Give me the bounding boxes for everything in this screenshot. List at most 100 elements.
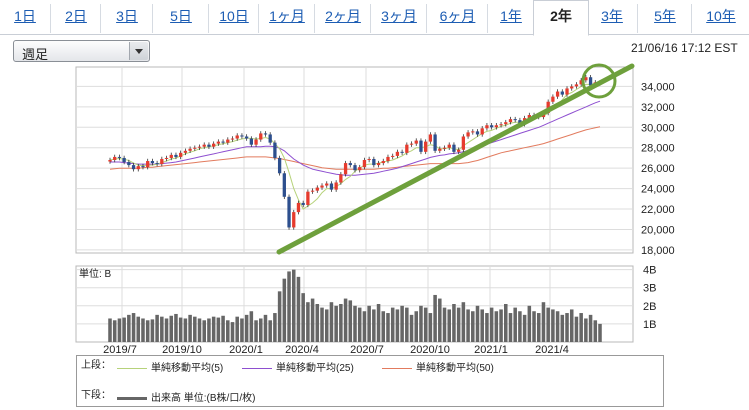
tab-2ヶ月[interactable]: 2ヶ月 (314, 4, 371, 33)
volume-bar (409, 314, 414, 342)
candle-body (259, 133, 263, 140)
volume-bar (372, 309, 376, 342)
volume-bar (268, 320, 272, 342)
candle-body (358, 167, 362, 171)
price-tick-label: 22,000 (641, 204, 675, 216)
volume-bar (475, 305, 480, 342)
price-tick-label: 18,000 (641, 245, 675, 257)
candle-body (367, 158, 371, 160)
tab-5年[interactable]: 5年 (637, 4, 692, 33)
interval-select[interactable]: 週足 (13, 40, 150, 62)
candle-body (292, 212, 296, 228)
candle-body (461, 136, 466, 150)
volume-bar (207, 318, 211, 342)
timestamp: 21/06/16 17:12 EST (631, 41, 738, 55)
candle-body (268, 134, 272, 143)
tab-1日[interactable]: 1日 (14, 8, 36, 24)
candle-body (179, 152, 183, 157)
legend-lower-label: 下段： (81, 390, 111, 401)
volume-bar (353, 305, 357, 342)
volume-bar (155, 314, 159, 342)
volume-bar (291, 269, 296, 342)
legend-ma25: 単純移動平均(25) (242, 359, 354, 374)
volume-bar (343, 298, 348, 342)
candle-body (131, 165, 136, 170)
volume-bar (296, 276, 301, 342)
volume-bar (235, 316, 239, 342)
candle-body (405, 144, 409, 153)
highlight-circle-annotation (581, 63, 617, 99)
tab-3年[interactable]: 3年 (601, 8, 623, 24)
volume-bar (584, 318, 588, 342)
candle-body (386, 156, 390, 162)
volume-bar (405, 307, 409, 342)
volume-bar (400, 305, 404, 342)
candle-body (381, 161, 385, 164)
price-panel (75, 66, 634, 254)
tab-10日[interactable]: 10日 (208, 4, 259, 33)
volume-bar (376, 304, 381, 342)
candle-body (555, 91, 560, 97)
tab-1年[interactable]: 1年 (487, 4, 534, 33)
volume-bar (518, 311, 522, 342)
volume-bar (565, 313, 569, 342)
volume-bar (419, 305, 423, 342)
candle-body (339, 174, 343, 183)
candle-body (287, 196, 291, 228)
price-tick-label: 26,000 (641, 163, 675, 175)
volume-bar (367, 305, 371, 342)
volume-bar (381, 311, 386, 342)
volume-bar (145, 320, 150, 342)
volume-tick-label: 2B (643, 301, 656, 313)
ma50-line-swatch (382, 367, 412, 369)
volume-bar (164, 318, 169, 342)
tab-3ヶ月[interactable]: 3ヶ月 (370, 4, 427, 33)
tab-1ヶ月[interactable]: 1ヶ月 (258, 4, 315, 33)
volume-bar (244, 314, 249, 342)
x-tick-label: 2021/4 (535, 344, 569, 356)
tab-10年[interactable]: 10年 (691, 4, 749, 33)
dropdown-arrow-icon[interactable] (129, 42, 148, 60)
volume-bar (536, 313, 541, 342)
candle-body (174, 154, 178, 157)
volume-bar (306, 302, 310, 342)
candle-body (391, 155, 395, 157)
candle-body (122, 157, 126, 163)
tab-2年[interactable]: 2年 (533, 0, 589, 36)
candle-body (395, 151, 400, 156)
x-tick-label: 2020/1 (229, 344, 263, 356)
trendline-annotation (276, 63, 635, 255)
volume-bar (310, 298, 315, 342)
candle-body (117, 156, 122, 158)
volume-bar (541, 302, 546, 342)
candle-body (169, 154, 173, 158)
volume-bar (546, 307, 550, 342)
volume-bar (254, 320, 258, 342)
candle-body (565, 88, 569, 95)
volume-bar (112, 320, 117, 342)
tab-3日[interactable]: 3日 (100, 4, 153, 33)
candle-body (263, 133, 268, 135)
candle-body (489, 125, 494, 128)
candle-body (348, 163, 352, 166)
candle-body (424, 141, 428, 152)
volume-bar (117, 318, 122, 342)
x-tick-label: 2020/4 (285, 344, 319, 356)
candle-body (494, 125, 498, 128)
candle-body (113, 156, 117, 160)
x-tick-label: 2019/10 (162, 344, 202, 356)
candle-body (136, 166, 140, 170)
volume-bar (513, 307, 517, 342)
price-tick-label: 32,000 (641, 102, 675, 114)
tab-2日[interactable]: 2日 (50, 4, 101, 33)
volume-bar (527, 305, 532, 342)
tab-6ヶ月[interactable]: 6ヶ月 (426, 4, 488, 33)
legend-volume: 出来高 単位:(B株/口/枚) (117, 389, 255, 404)
ma25-line-swatch (242, 367, 272, 369)
tab-5日[interactable]: 5日 (152, 4, 209, 33)
volume-bar (136, 316, 141, 342)
candle-body (306, 191, 310, 205)
candle-body (447, 144, 451, 148)
candle-body (320, 185, 324, 188)
candle-body (226, 139, 230, 143)
